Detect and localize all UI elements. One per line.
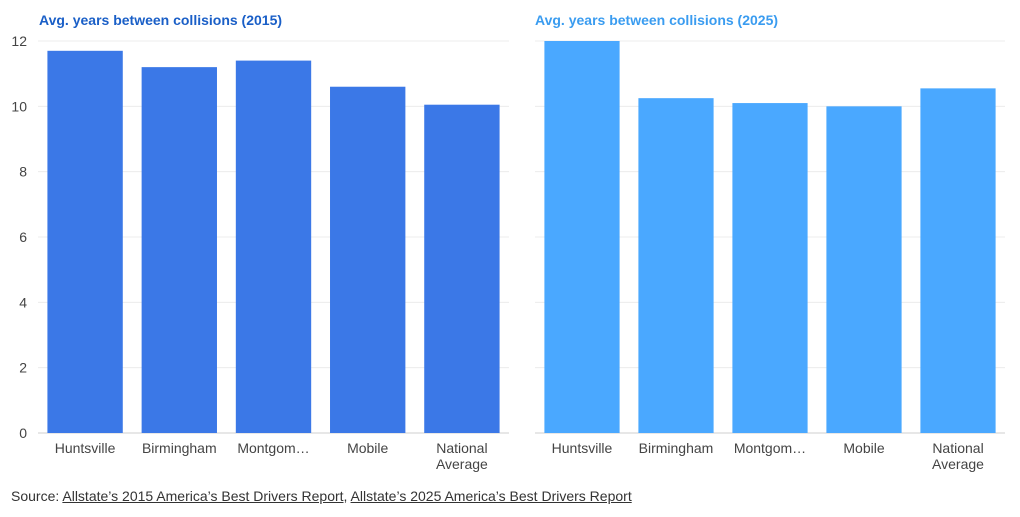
x-tick-label: Birmingham: [639, 440, 714, 456]
x-tick-label: Montgom…: [734, 440, 806, 456]
y-tick-label: 0: [19, 425, 27, 441]
y-tick-label: 6: [19, 229, 27, 245]
bar-montgom[interactable]: [732, 103, 808, 434]
y-tick-label: 4: [19, 294, 27, 310]
chart-title-2015: Avg. years between collisions (2015): [39, 12, 283, 28]
bar-mobile[interactable]: [826, 106, 902, 433]
source-separator: ,: [343, 488, 351, 504]
y-tick-label: 10: [11, 98, 27, 114]
bar-mobile[interactable]: [330, 86, 406, 433]
source-prefix: Source:: [11, 488, 63, 504]
x-tick-label: Average: [436, 456, 488, 472]
y-tick-label: 8: [19, 164, 27, 180]
x-tick-label: Montgom…: [237, 440, 309, 456]
bar-national-average[interactable]: [920, 88, 996, 433]
bar-huntsville[interactable]: [544, 41, 620, 433]
x-tick-label: Birmingham: [142, 440, 217, 456]
y-tick-label: 2: [19, 360, 27, 376]
bar-charts: 0 2 4 6 8 10 12 Huntsville Birmingham Montgom… Mob…: [11, 33, 1005, 472]
bar-national-average[interactable]: [424, 104, 500, 433]
bar-huntsville[interactable]: [47, 50, 123, 434]
bar-montgom[interactable]: [235, 60, 312, 433]
chart-title-2025: Avg. years between collisions (2025): [535, 12, 779, 28]
x-tick-label: National: [436, 440, 487, 456]
source-note: Source: Allstate’s 2015 America’s Best D…: [11, 488, 632, 504]
x-tick-label: Huntsville: [552, 440, 613, 456]
source-link-2025[interactable]: Allstate’s 2025 America’s Best Drivers R…: [350, 488, 632, 504]
x-tick-label: Mobile: [347, 440, 388, 456]
bar-birmingham[interactable]: [141, 67, 217, 433]
x-tick-label: National: [932, 440, 983, 456]
x-tick-label: Average: [932, 456, 984, 472]
x-tick-label: Mobile: [843, 440, 884, 456]
bar-birmingham[interactable]: [638, 98, 714, 434]
x-tick-label: Huntsville: [55, 440, 116, 456]
y-tick-label: 12: [11, 33, 27, 49]
source-link-2015[interactable]: Allstate’s 2015 America’s Best Drivers R…: [62, 488, 344, 504]
